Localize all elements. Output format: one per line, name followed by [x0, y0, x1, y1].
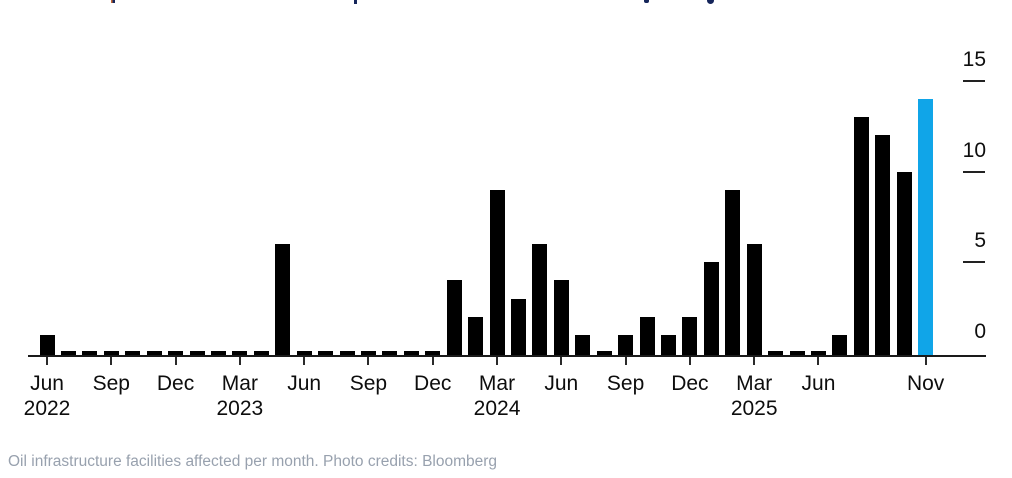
x-tick-sep-2023 — [367, 356, 370, 365]
y-tick-dash-15 — [963, 79, 985, 82]
bar-oct-2025 — [896, 171, 912, 356]
x-tick-jun-2022 — [46, 356, 48, 365]
bar-jul-2025 — [832, 334, 848, 356]
y-tick-label-5: 5 — [974, 229, 986, 253]
bar-mar-2025 — [746, 244, 762, 356]
x-tick-dec-2022 — [174, 356, 177, 365]
x-tick-label-sep-2022: Sep — [92, 372, 130, 395]
zero-dash-may-2025 — [789, 350, 805, 355]
x-tick-label-dec-2023: Dec — [414, 372, 452, 395]
zero-dash-aug-2022 — [82, 350, 98, 355]
bar-jun-2024 — [553, 280, 569, 356]
x-tick-sep-2024 — [624, 356, 627, 365]
x-year-label-2023: 2023 — [216, 397, 264, 420]
x-tick-label-nov-2025: Nov — [906, 372, 945, 395]
zero-dash-apr-2025 — [768, 350, 784, 355]
bar-may-2024 — [532, 244, 548, 356]
zero-dash-feb-2023 — [210, 350, 226, 355]
bar-feb-2025 — [725, 189, 741, 356]
clipped-headline-fragment — [644, 0, 649, 3]
y-tick-label-15: 15 — [962, 47, 986, 71]
zero-dash-sep-2022 — [103, 350, 119, 355]
x-tick-mar-2023 — [238, 356, 241, 365]
x-tick-nov-2025 — [924, 356, 927, 365]
x-tick-label-sep-2023: Sep — [349, 372, 388, 395]
x-tick-jun-2023 — [303, 356, 306, 365]
bar-jun-2022 — [39, 334, 55, 356]
x-tick-label-mar-2025: Mar — [736, 372, 773, 395]
bar-apr-2024 — [510, 298, 526, 356]
bar-sep-2025 — [875, 135, 891, 356]
bar-aug-2025 — [853, 117, 869, 356]
zero-dash-aug-2023 — [339, 350, 355, 355]
zero-dash-jun-2025 — [810, 350, 826, 355]
clipped-headline-fragment — [354, 0, 357, 4]
zero-dash-dec-2022 — [168, 350, 184, 355]
x-year-label-2022: 2022 — [23, 397, 71, 420]
zero-dash-apr-2023 — [253, 350, 269, 355]
zero-dash-nov-2023 — [403, 350, 419, 355]
x-tick-jun-2025 — [817, 356, 820, 365]
zero-dash-oct-2022 — [125, 350, 141, 355]
x-year-label-2024: 2024 — [473, 397, 521, 420]
chart-caption: Oil infrastructure facilities affected p… — [8, 453, 498, 470]
bar-nov-2025 — [918, 98, 934, 356]
y-tick-label-10: 10 — [962, 138, 986, 162]
bar-jan-2025 — [703, 262, 719, 356]
zero-dash-sep-2023 — [360, 350, 376, 355]
x-tick-label-jun-2023: Jun — [287, 372, 322, 395]
x-tick-mar-2025 — [753, 356, 756, 365]
bar-may-2023 — [275, 244, 291, 356]
clipped-headline-fragment — [707, 0, 714, 4]
x-axis-line — [28, 354, 986, 357]
x-tick-label-jun-2025: Jun — [801, 372, 836, 395]
bar-oct-2024 — [639, 316, 655, 356]
x-tick-dec-2023 — [431, 356, 434, 365]
bar-sep-2024 — [618, 334, 634, 356]
bar-feb-2024 — [468, 316, 484, 356]
bar-mar-2024 — [489, 189, 505, 356]
zero-dash-mar-2023 — [232, 350, 248, 355]
x-tick-label-mar-2024: Mar — [478, 372, 516, 395]
x-tick-label-sep-2024: Sep — [606, 372, 645, 395]
zero-dash-dec-2023 — [425, 350, 441, 355]
zero-dash-jun-2023 — [296, 350, 312, 355]
zero-dash-jan-2023 — [189, 350, 205, 355]
x-tick-sep-2022 — [110, 356, 113, 365]
x-tick-label-dec-2024: Dec — [671, 372, 709, 395]
x-tick-label-jun-2024: Jun — [544, 372, 579, 395]
zero-dash-aug-2024 — [596, 350, 612, 355]
bar-dec-2024 — [682, 316, 698, 356]
bar-nov-2024 — [660, 334, 676, 356]
bar-jul-2024 — [575, 334, 591, 356]
x-tick-label-jun-2022: Jun — [30, 372, 64, 395]
bar-jan-2024 — [446, 280, 462, 356]
x-tick-jun-2024 — [560, 356, 563, 365]
x-tick-mar-2024 — [496, 356, 499, 365]
x-year-label-2025: 2025 — [730, 397, 778, 420]
clipped-headline-fragment — [111, 0, 115, 3]
zero-dash-oct-2023 — [382, 350, 398, 355]
zero-dash-jul-2022 — [60, 350, 76, 355]
x-tick-label-dec-2022: Dec — [156, 372, 195, 395]
y-tick-label-0: 0 — [974, 320, 986, 343]
zero-dash-jul-2023 — [318, 350, 334, 355]
zero-dash-nov-2022 — [146, 350, 162, 355]
x-tick-label-mar-2023: Mar — [221, 372, 258, 395]
y-tick-dash-10 — [963, 170, 985, 173]
y-tick-dash-5 — [963, 261, 985, 264]
x-tick-dec-2024 — [688, 356, 691, 365]
